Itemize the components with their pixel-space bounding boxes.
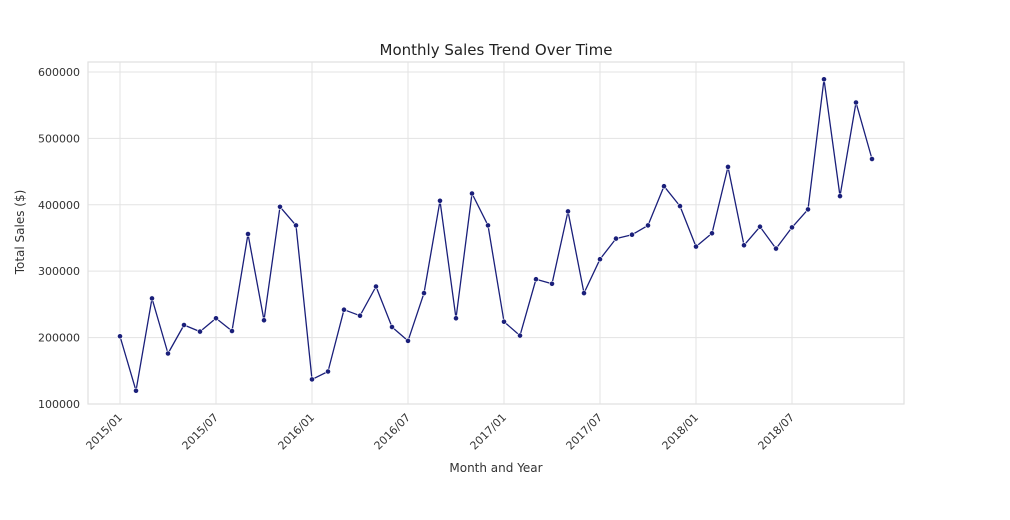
data-point xyxy=(325,368,331,375)
data-point xyxy=(245,231,251,237)
data-point xyxy=(533,276,539,283)
data-point xyxy=(661,183,667,190)
data-point xyxy=(485,222,491,229)
data-point xyxy=(165,350,171,357)
data-point xyxy=(805,206,811,213)
data-point xyxy=(853,99,859,106)
x-tick-label: 2017/01 xyxy=(468,411,510,453)
data-point xyxy=(309,376,315,383)
y-axis-label: Total Sales ($) xyxy=(13,190,27,276)
data-point xyxy=(357,312,363,319)
data-point xyxy=(693,243,699,250)
x-tick-label: 2018/01 xyxy=(660,411,702,453)
chart-title: Monthly Sales Trend Over Time xyxy=(380,41,613,59)
series-line xyxy=(119,78,873,392)
x-axis-label: Month and Year xyxy=(449,461,542,475)
data-point xyxy=(293,222,299,229)
data-point xyxy=(277,203,283,210)
x-tick-label: 2015/07 xyxy=(180,411,222,453)
data-point xyxy=(709,230,715,237)
data-point xyxy=(597,256,603,263)
x-tick-label: 2016/01 xyxy=(276,411,318,453)
y-tick-label: 100000 xyxy=(38,398,80,411)
x-tick-label: 2017/07 xyxy=(564,411,606,453)
data-point xyxy=(549,280,555,287)
data-point xyxy=(613,235,619,242)
data-point xyxy=(773,245,779,252)
x-tick-label: 2015/01 xyxy=(84,411,126,453)
x-tick-label: 2016/07 xyxy=(372,411,414,453)
data-point xyxy=(213,315,219,322)
data-point xyxy=(837,193,843,199)
data-point xyxy=(645,222,651,229)
data-point xyxy=(181,322,187,328)
plot-frame xyxy=(87,61,905,405)
data-point xyxy=(117,333,123,340)
x-tick-label: 2018/07 xyxy=(756,411,798,453)
data-point xyxy=(629,231,635,238)
y-tick-label: 500000 xyxy=(38,132,80,145)
data-point xyxy=(789,224,795,231)
data-point xyxy=(197,328,203,335)
data-point xyxy=(501,318,507,325)
data-point xyxy=(741,242,747,249)
data-point xyxy=(261,317,267,324)
data-point xyxy=(581,290,587,296)
data-point xyxy=(149,295,155,302)
data-point xyxy=(469,190,475,197)
data-point xyxy=(373,283,379,290)
data-point xyxy=(725,163,731,170)
data-point xyxy=(677,203,683,209)
data-point xyxy=(389,324,395,330)
y-tick-label: 300000 xyxy=(38,265,80,278)
data-point xyxy=(341,306,347,313)
data-point xyxy=(869,156,875,162)
data-point xyxy=(405,337,411,344)
data-point xyxy=(133,387,139,394)
data-point xyxy=(821,76,827,83)
y-tick-label: 400000 xyxy=(38,199,80,212)
plot-area: 100000 200000 300000 400000 500000 600000 2015… xyxy=(38,61,905,453)
data-point xyxy=(565,208,571,215)
data-point xyxy=(229,328,235,334)
data-point xyxy=(517,332,523,339)
y-tick-label: 600000 xyxy=(38,66,80,79)
plot-background xyxy=(88,62,904,404)
data-point xyxy=(421,290,427,296)
data-point xyxy=(757,223,763,230)
data-point xyxy=(453,315,459,322)
data-point xyxy=(437,197,443,204)
y-tick-label: 200000 xyxy=(38,332,80,345)
